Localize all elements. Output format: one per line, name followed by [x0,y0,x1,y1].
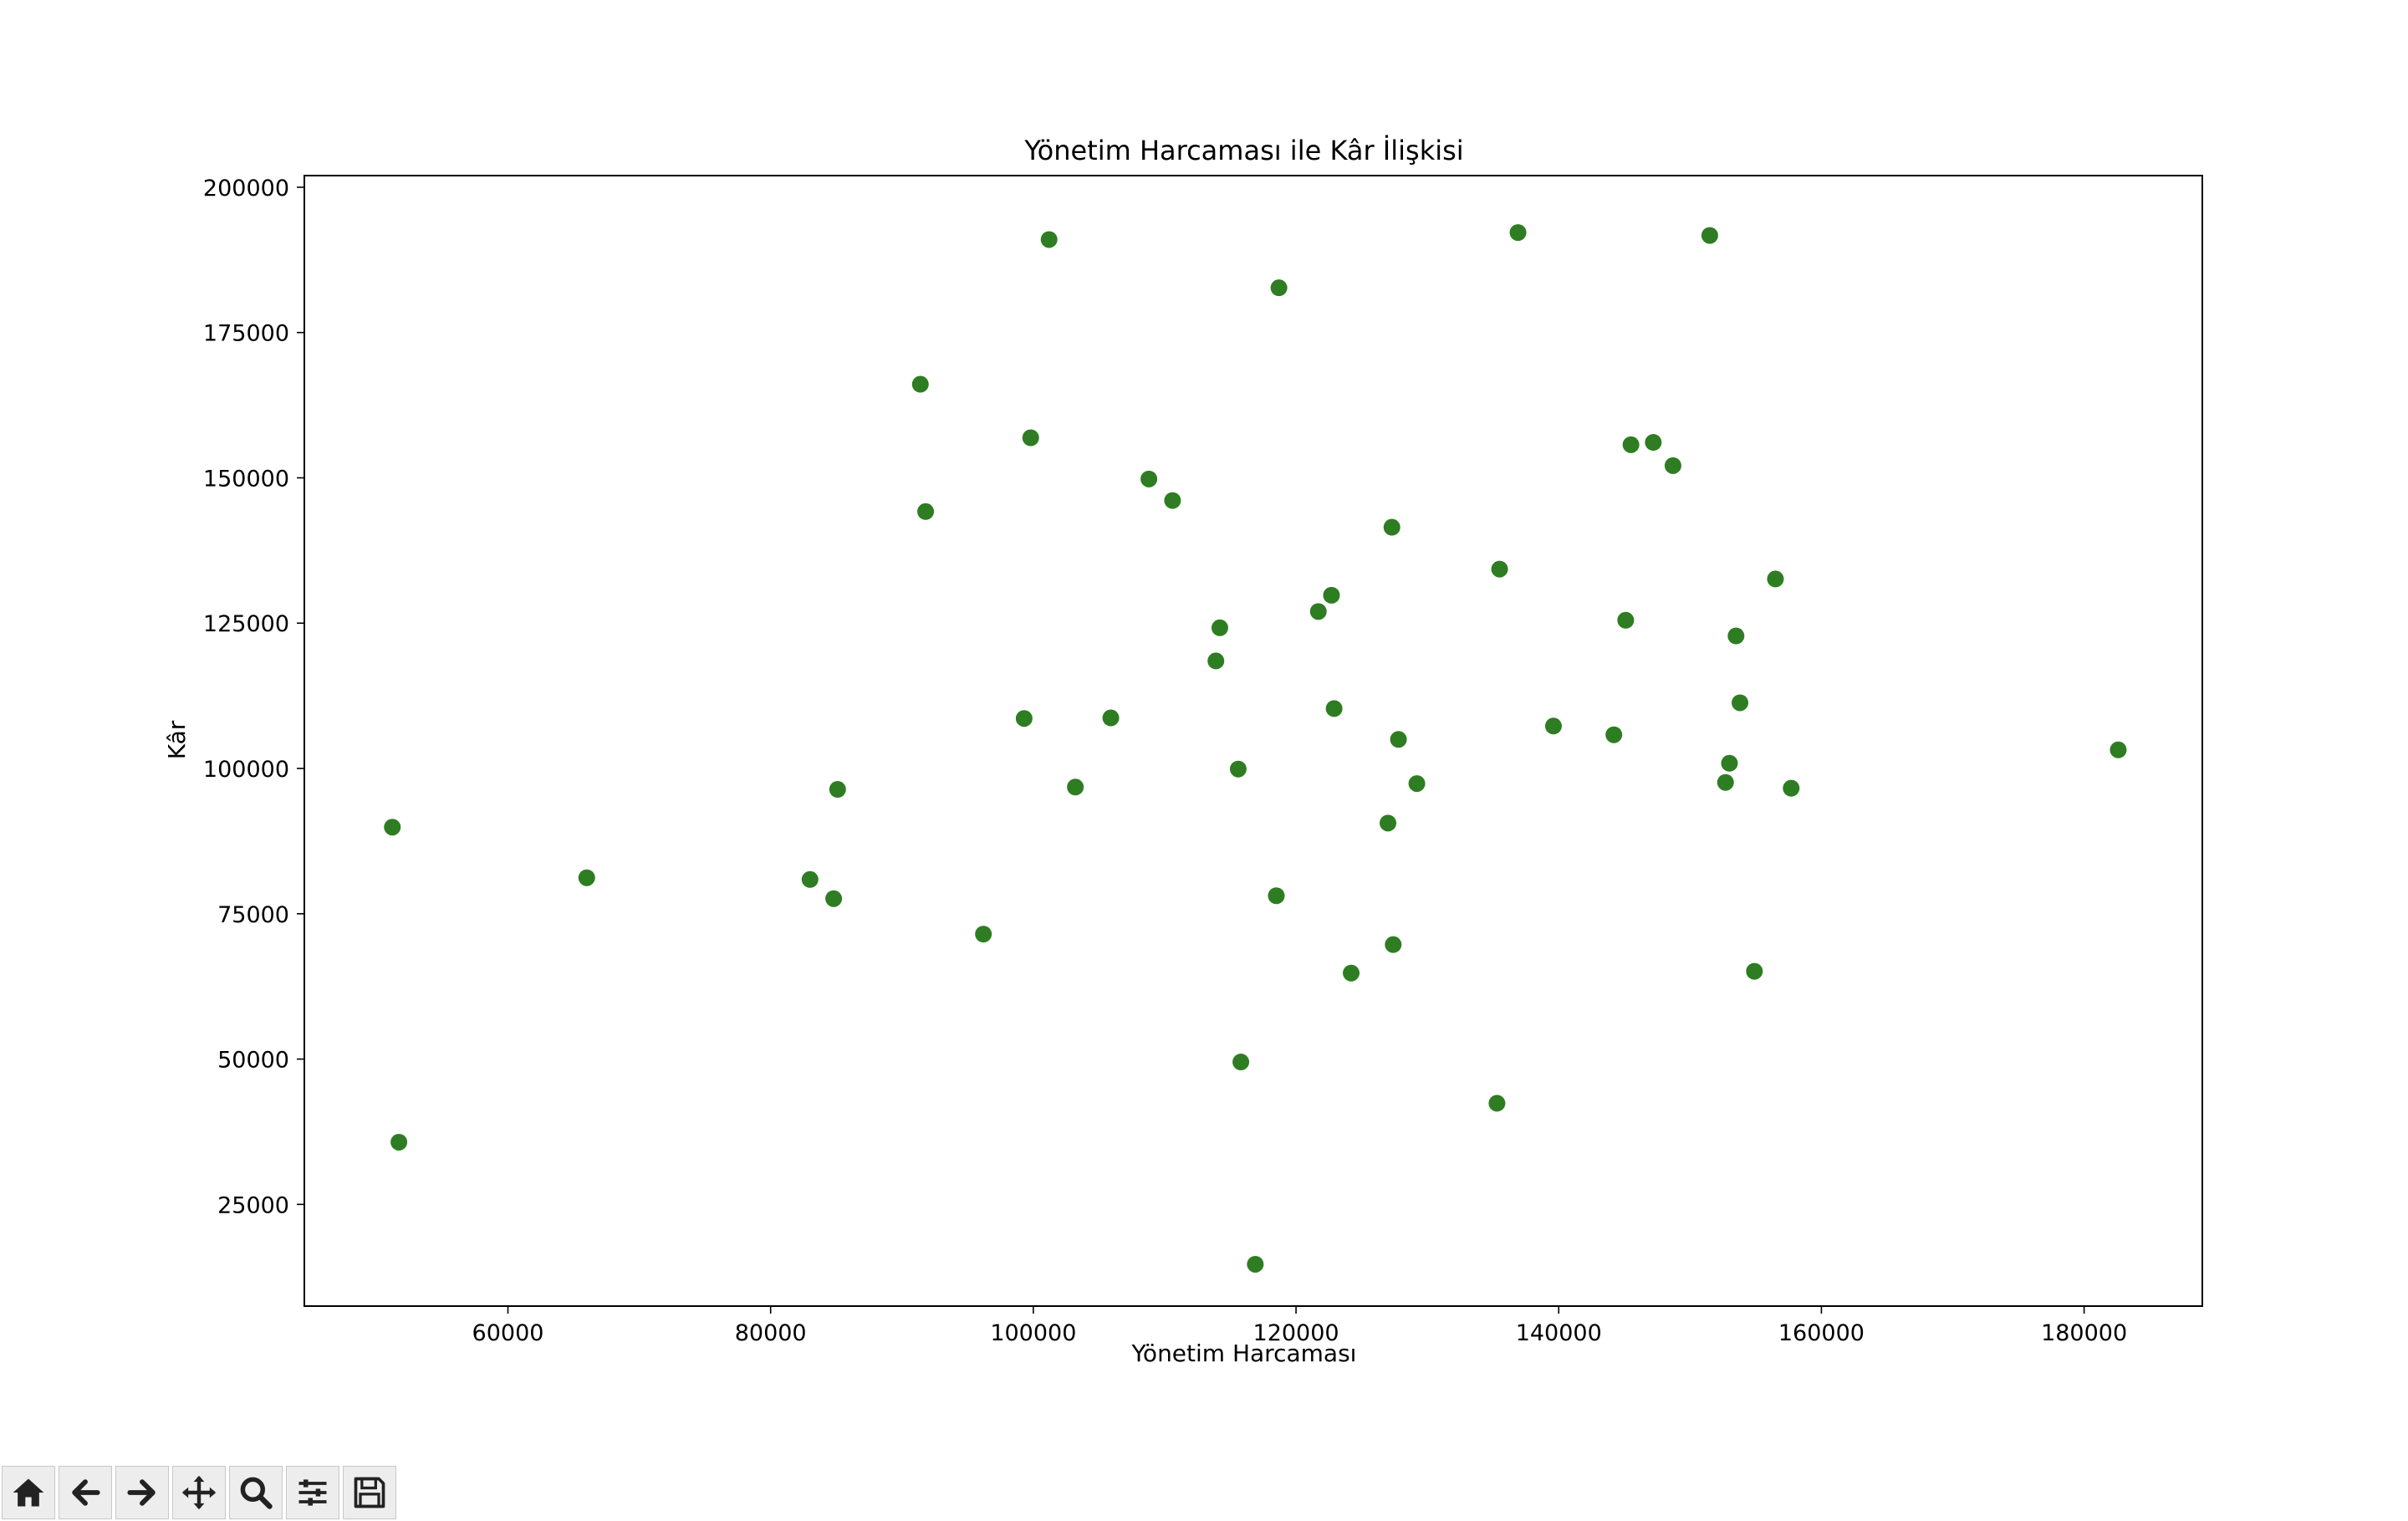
axes-frame [304,175,2203,1307]
data-point [1385,936,1402,953]
pan-icon [181,1475,217,1510]
data-point [1732,694,1749,712]
data-point [1645,434,1662,452]
x-axis-label: Yönetim Harcaması [1131,1340,1357,1367]
data-point [1343,964,1360,982]
data-point [975,926,992,943]
data-point [1380,814,1397,832]
data-point [1717,773,1734,791]
data-point [1721,754,1738,772]
data-point [390,1133,408,1151]
save-icon [354,1477,385,1508]
y-tick-label: 100000 [203,757,289,783]
data-point [1022,429,1039,447]
data-point [1509,224,1527,242]
data-point [1491,560,1508,578]
y-tick-label: 75000 [217,902,289,928]
data-point [1783,779,1800,797]
y-tick-label: 200000 [203,176,289,202]
x-tick-label: 80000 [735,1320,807,1346]
home-icon [13,1478,44,1507]
x-tick-label: 100000 [990,1320,1076,1346]
y-tick-label: 25000 [217,1192,289,1218]
pan-button[interactable] [172,1466,226,1519]
data-point [1102,709,1120,727]
back-button[interactable] [59,1466,112,1519]
configure-subplots-icon [298,1479,327,1506]
data-point [1488,1095,1506,1112]
plot-area: 60000 80000 100000 120000 140000 160000 180000… [203,175,2203,1346]
navigation-toolbar [2,1466,400,1521]
y-tick-label: 150000 [203,466,289,492]
save-button[interactable] [343,1466,396,1519]
configure-subplots-button[interactable] [286,1466,339,1519]
data-point [1229,760,1247,778]
data-point [1140,470,1158,487]
data-point [829,781,846,799]
y-tick-label: 175000 [203,321,289,347]
zoom-button[interactable] [229,1466,283,1519]
data-point [1015,710,1033,727]
data-point [1390,731,1407,748]
back-arrow-icon [72,1479,100,1506]
data-point [911,375,929,393]
data-point [1207,652,1225,670]
data-point [1325,700,1343,717]
data-point [1067,778,1084,796]
y-tick-label: 50000 [217,1048,289,1074]
data-point [1211,619,1228,636]
chart-title: Yönetim Harcaması ile Kâr İlişkisi [1023,135,1463,166]
data-point [1664,457,1681,474]
home-button[interactable] [2,1466,55,1519]
data-point [1040,231,1058,248]
data-point [1746,962,1763,980]
data-point [1701,227,1718,244]
data-point [801,870,819,888]
data-point [1247,1255,1264,1273]
data-point [2110,741,2127,758]
data-point [1164,492,1181,509]
forward-button[interactable] [115,1466,169,1519]
data-point [1544,717,1562,735]
data-point [384,819,401,836]
x-tick-label: 140000 [1516,1320,1602,1346]
data-point [1617,611,1635,629]
data-point [1232,1054,1250,1071]
data-point [1767,570,1784,588]
data-point [1323,586,1340,604]
forward-arrow-icon [127,1479,156,1506]
data-point [825,890,843,907]
data-point [578,869,595,886]
data-point [1622,436,1640,453]
data-point [1268,887,1285,905]
data-point [1383,518,1400,536]
x-tick-label: 160000 [1778,1320,1865,1346]
y-tick-label: 125000 [203,611,289,637]
data-point [917,503,935,520]
x-tick-label: 180000 [2041,1320,2127,1346]
data-point [1270,279,1288,297]
y-axis-label: Kâr [163,720,191,759]
x-tick-label: 60000 [472,1320,544,1346]
data-point [1605,726,1623,743]
data-point [1727,627,1745,645]
zoom-icon [240,1477,273,1509]
data-point [1309,603,1327,620]
x-tick-label: 120000 [1253,1320,1339,1346]
data-point [1408,775,1426,793]
